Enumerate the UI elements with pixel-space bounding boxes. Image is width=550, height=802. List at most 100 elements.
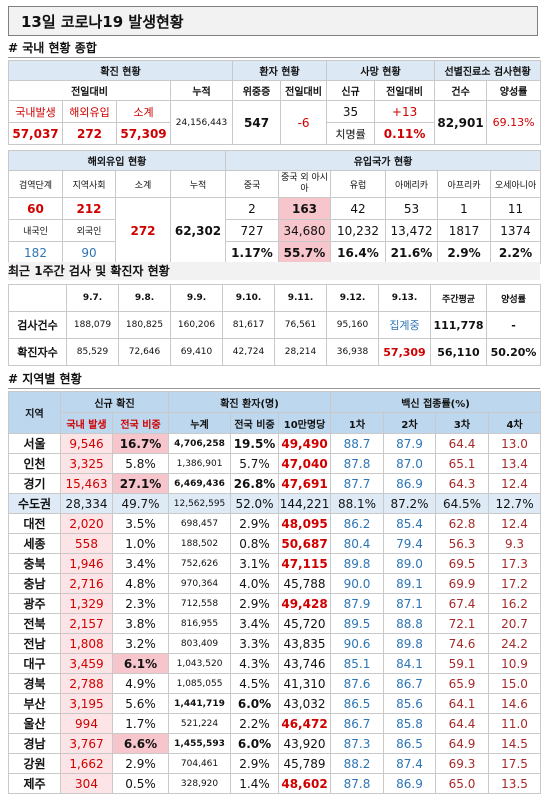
- cell: 1817: [437, 219, 491, 242]
- cell: 89.8: [383, 633, 437, 654]
- cell: 69.13%: [486, 100, 542, 145]
- cell: 13.4: [488, 453, 542, 474]
- region-row: 전남 1,808 3.2% 803,409 3.3% 43,835 90.6 89.8 74.6…: [8, 633, 542, 654]
- region-name: 경북: [8, 673, 61, 694]
- header-row: 9.7. 9.8. 9.9. 9.10. 9.11. 9.12. 9.13. 주간평균 양성률: [8, 284, 541, 312]
- header-cell: 유입국가 현황: [224, 150, 542, 171]
- region-name: 대전: [8, 513, 61, 534]
- cell: 3,459: [60, 653, 113, 674]
- cell: 64.4: [435, 713, 490, 734]
- cell: 65.0: [435, 773, 490, 794]
- cell: 57,309: [378, 338, 431, 366]
- cell: 90.0: [330, 573, 385, 594]
- header-cell: 사망 현황: [326, 60, 436, 81]
- cell: 272: [115, 197, 171, 264]
- cell: 69.9: [435, 573, 490, 594]
- header-cell: 9.7.: [66, 284, 119, 312]
- data-row: 확진자수 85,529 72,646 69,410 42,724 28,214 36,938…: [8, 338, 541, 366]
- region-name: 광주: [8, 593, 61, 614]
- header-cell: 전국 비중: [111, 412, 170, 434]
- cell: 89.1: [383, 573, 437, 594]
- cell: 87.4: [383, 753, 437, 774]
- cell: 28,334: [60, 493, 113, 514]
- cell: 내국인: [8, 219, 63, 242]
- cell: 6,469,436: [168, 473, 232, 494]
- cell: 69,410: [170, 338, 223, 366]
- cell: 4.0%: [230, 573, 280, 594]
- cell: 49,428: [278, 593, 332, 614]
- cell: 558: [60, 533, 113, 554]
- row-label: 확진자수: [8, 338, 67, 366]
- cell: 65.9: [435, 673, 490, 694]
- cell: 45,788: [278, 573, 332, 594]
- header-cell: 국내 발생: [60, 412, 113, 434]
- cell: 1,808: [60, 633, 113, 654]
- header-cell: [8, 284, 67, 312]
- cell: 43,032: [278, 693, 332, 714]
- cell: 2.9%: [437, 241, 491, 264]
- header-cell: 누계: [168, 412, 232, 434]
- cell: 57,037: [8, 122, 63, 145]
- cell: 64.5%: [435, 493, 490, 514]
- cell: 45,789: [278, 753, 332, 774]
- cell: 6.0%: [230, 733, 280, 754]
- data-row: 검사건수 188,079 180,825 160,206 81,617 76,561 95,…: [8, 311, 541, 339]
- region-row: 부산 3,195 5.6% 1,441,719 6.0% 43,032 86.5 85.6 64…: [8, 693, 542, 714]
- cell: 해외유입: [62, 100, 117, 123]
- cell: 89.0: [383, 553, 437, 574]
- cell: 20.7: [488, 613, 542, 634]
- header-row: 지역 신규 확진 확진 환자(명) 백신 접종률(%): [8, 391, 542, 434]
- cell: 4.3%: [230, 653, 280, 674]
- cell: 9,546: [60, 433, 113, 454]
- cell: 86.9: [383, 473, 437, 494]
- cell: 4.5%: [230, 673, 280, 694]
- region-row: 서울 9,546 16.7% 4,706,258 19.5% 49,490 88.7 87.9…: [8, 433, 542, 454]
- cell: 42,724: [222, 338, 275, 366]
- cell: 3.8%: [111, 613, 170, 634]
- regional-table: 지역 신규 확진 확진 환자(명) 백신 접종률(%) 국내 발생 전국 비중 누계 전국 비…: [8, 391, 542, 794]
- cell: 34,680: [278, 219, 331, 242]
- cell: 188,079: [66, 311, 119, 339]
- cell: 47,115: [278, 553, 332, 574]
- cell: -: [486, 311, 541, 339]
- header-cell: 2차: [383, 412, 437, 434]
- cell: 74.6: [435, 633, 490, 654]
- cell: 144,221: [278, 493, 332, 514]
- cell: 69.5: [435, 553, 490, 574]
- cell: 국내발생: [8, 100, 63, 123]
- header-cell: 9.10.: [222, 284, 275, 312]
- header-cell: 3차: [435, 412, 490, 434]
- cell: 3.5%: [111, 513, 170, 534]
- cell: 1,386,901: [168, 453, 232, 474]
- cell: 89.5: [330, 613, 385, 634]
- header-cell: 신규 확진: [59, 391, 170, 413]
- cell: 85.6: [383, 693, 437, 714]
- cell: 24.2: [488, 633, 542, 654]
- region-name: 대구: [8, 653, 61, 674]
- region-name: 서울: [8, 433, 61, 454]
- cell: 42: [330, 197, 386, 220]
- row-label: 검사건수: [8, 311, 67, 339]
- cell: 698,457: [168, 513, 232, 534]
- cell: 87.7: [330, 473, 385, 494]
- cell: 47,040: [278, 453, 332, 474]
- header-row: 국내 발생 전국 비중 누계 전국 비중 10만명당 1차 2차 3차 4차: [9, 412, 542, 434]
- cell: 누적: [170, 170, 226, 198]
- cell: 55.7%: [278, 241, 331, 264]
- cell: 56.3: [435, 533, 490, 554]
- row: 60 212 272 62,302 2 163 42 53 1 11: [8, 197, 542, 264]
- cell: 21.6%: [385, 241, 438, 264]
- header-cell: 10만명당: [278, 412, 332, 434]
- region-row: 강원 1,662 2.9% 704,461 2.9% 45,789 88.2 87.4 69.3…: [8, 753, 542, 774]
- cell: 2,716: [60, 573, 113, 594]
- cell: 95,160: [326, 311, 379, 339]
- region-name: 세종: [8, 533, 61, 554]
- cell: 304: [60, 773, 113, 794]
- cell: 아프리카: [437, 170, 491, 198]
- cell: 26.8%: [230, 473, 280, 494]
- cell: 19.5%: [230, 433, 280, 454]
- header-cell: 전국 비중: [230, 412, 280, 434]
- cell: 43,920: [278, 733, 332, 754]
- cell: 16.7%: [111, 433, 170, 454]
- cell: 3,767: [60, 733, 113, 754]
